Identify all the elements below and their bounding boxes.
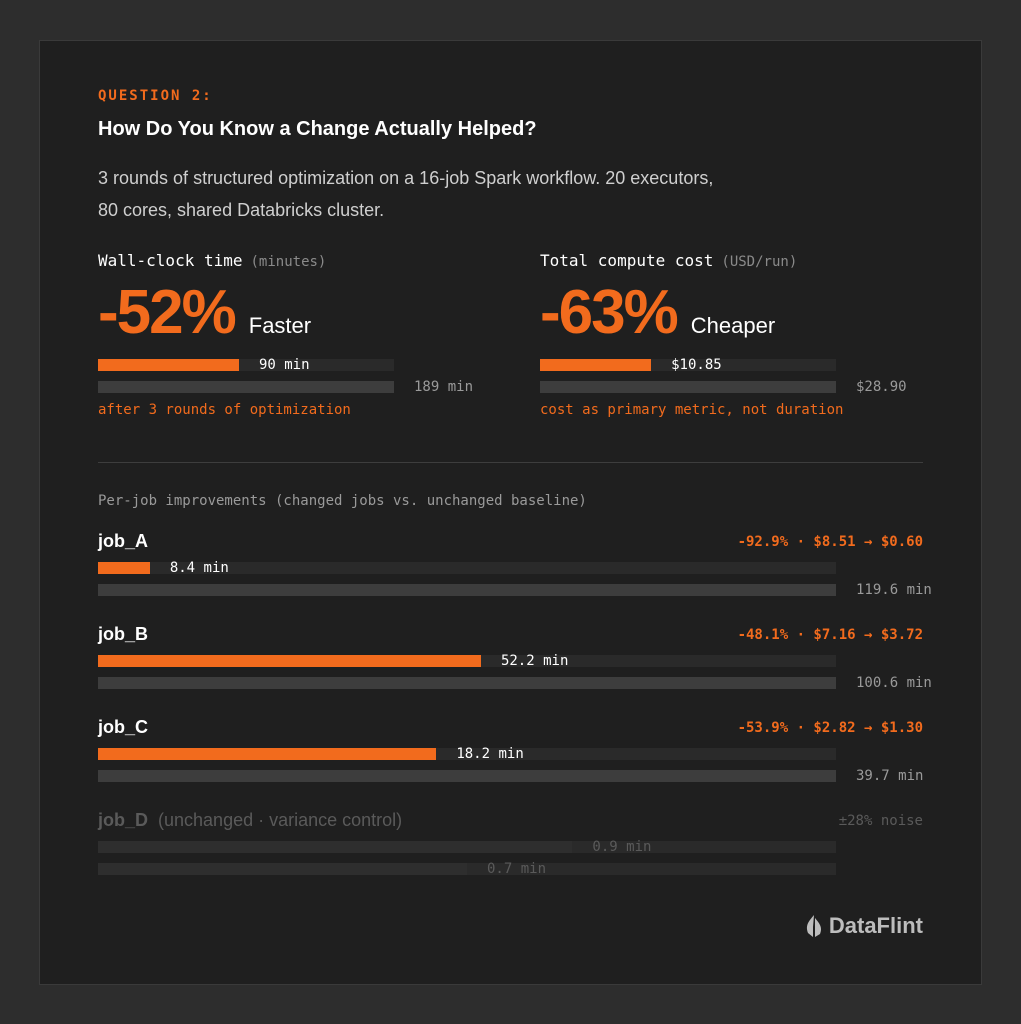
bar bbox=[98, 381, 394, 393]
metric-unit: (minutes) bbox=[250, 254, 327, 270]
bar-label: 39.7 min bbox=[856, 768, 924, 784]
bar-row: 189 min bbox=[98, 379, 473, 395]
bar-row: 52.2 min bbox=[98, 653, 836, 669]
metric-note: after 3 rounds of optimization bbox=[98, 402, 351, 418]
job-name: job_A bbox=[98, 531, 148, 552]
headline-word: Cheaper bbox=[690, 313, 776, 338]
metric-name: Wall-clock time bbox=[98, 251, 243, 270]
job-detail: -53.9% · $2.82 → $1.30 bbox=[737, 720, 923, 736]
eyebrow: QUESTION 2: bbox=[98, 88, 213, 104]
job-id: job_D bbox=[98, 810, 149, 830]
bar-row: 119.6 min bbox=[98, 582, 932, 598]
bar bbox=[98, 562, 150, 574]
headline-word: Faster bbox=[248, 313, 312, 338]
bar-row: 39.7 min bbox=[98, 768, 923, 784]
job-id: job_C bbox=[98, 717, 149, 737]
metric-name: Total compute cost bbox=[540, 251, 714, 270]
logo: DataFlint bbox=[805, 913, 923, 939]
bar bbox=[98, 677, 836, 689]
bar-label: 189 min bbox=[414, 379, 474, 395]
bar-label: 8.4 min bbox=[169, 560, 229, 576]
headline: -63% Cheaper bbox=[540, 277, 775, 348]
title: How Do You Know a Change Actually Helped… bbox=[98, 118, 537, 140]
subtitle-line: 3 rounds of structured optimization on a… bbox=[98, 168, 714, 188]
divider bbox=[98, 462, 923, 463]
bar bbox=[98, 655, 481, 667]
metric-label: Total compute cost (USD/run) bbox=[540, 251, 797, 270]
bar-label: 0.9 min bbox=[592, 839, 652, 855]
bar-label: 52.2 min bbox=[500, 653, 569, 669]
bar-label: 18.2 min bbox=[456, 746, 524, 762]
bar bbox=[98, 841, 573, 853]
job-detail: -92.9% · $8.51 → $0.60 bbox=[737, 534, 923, 550]
card: QUESTION 2: How Do You Know a Change Act… bbox=[39, 40, 982, 985]
bar-label: $10.85 bbox=[671, 357, 722, 373]
job-name: job_D (unchanged · variance control) bbox=[98, 810, 402, 831]
headline-value: -52% bbox=[98, 278, 237, 347]
bar bbox=[98, 770, 836, 782]
job-detail: -48.1% · $7.16 → $3.72 bbox=[737, 627, 923, 643]
metric-label: Wall-clock time (minutes) bbox=[98, 251, 326, 270]
metric-unit: (USD/run) bbox=[721, 254, 798, 270]
bar-label: 90 min bbox=[258, 357, 310, 373]
bar-label: $28.90 bbox=[856, 379, 907, 395]
bar bbox=[98, 359, 239, 371]
bar-label: 100.6 min bbox=[856, 675, 932, 691]
bar-row: 90 min bbox=[98, 357, 394, 373]
bar-row: 18.2 min bbox=[98, 746, 836, 762]
bar-row: 100.6 min bbox=[98, 675, 932, 691]
subtitle: 3 rounds of structured optimization on a… bbox=[98, 162, 713, 226]
bar-row: 8.4 min bbox=[98, 560, 836, 576]
job-detail: ±28% noise bbox=[838, 813, 923, 829]
bar-row: 0.9 min bbox=[98, 839, 836, 855]
job-id: job_B bbox=[98, 624, 149, 644]
jobs-title: Per-job improvements (changed jobs vs. u… bbox=[98, 493, 587, 509]
bar bbox=[540, 359, 652, 371]
bar-row: 0.7 min bbox=[98, 861, 836, 877]
job-name: job_C bbox=[98, 717, 148, 738]
job-note: (unchanged · variance control) bbox=[158, 810, 403, 830]
metric-note: cost as primary metric, not duration bbox=[540, 402, 844, 418]
bar bbox=[98, 863, 467, 875]
subtitle-line: 80 cores, shared Databricks cluster. bbox=[98, 200, 385, 220]
headline-value: -63% bbox=[540, 278, 679, 347]
bar bbox=[540, 381, 836, 393]
logo-icon bbox=[806, 915, 821, 937]
bar-label: 0.7 min bbox=[487, 861, 547, 877]
headline: -52% Faster bbox=[98, 277, 311, 348]
logo-text: DataFlint bbox=[828, 913, 923, 938]
bar-track bbox=[98, 562, 836, 574]
bar-row: $28.90 bbox=[540, 379, 907, 395]
job-name: job_B bbox=[98, 624, 148, 645]
bar bbox=[98, 584, 836, 596]
job-id: job_A bbox=[98, 531, 149, 551]
bar-label: 119.6 min bbox=[856, 582, 932, 598]
bar-row: $10.85 bbox=[540, 357, 836, 373]
bar bbox=[98, 748, 437, 760]
